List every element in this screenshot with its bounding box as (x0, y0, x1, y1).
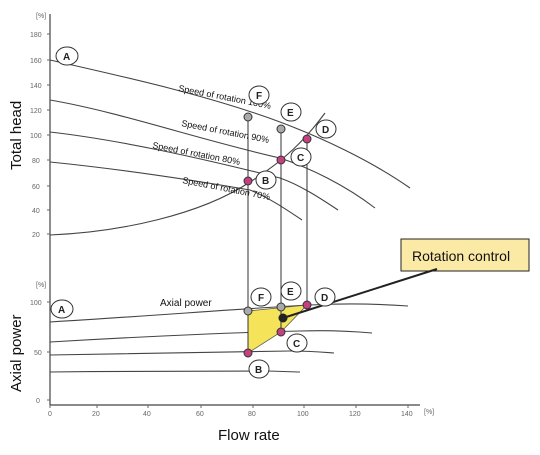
bottom-y-ticks: 0 50 100 (30, 300, 50, 405)
tick-label: 60 (32, 184, 40, 191)
tick-label: 20 (92, 411, 100, 418)
tick-label: 100 (297, 411, 309, 418)
flow-rate-axis-title: Flow rate (218, 427, 280, 444)
tick-label: 120 (349, 411, 361, 418)
label-e-bottom: E (287, 287, 294, 298)
axial-power-label: Axial power (160, 298, 212, 309)
point-e-bottom-marker (276, 302, 286, 312)
point-d-bottom-marker (302, 300, 312, 310)
tick-label: 80 (248, 411, 256, 418)
tick-label: 20 (32, 232, 40, 239)
label-f-top: F (256, 91, 262, 102)
power-curve-100 (49, 303, 409, 323)
label-d-bottom-bubble (314, 287, 336, 307)
label-b-top-bubble (255, 170, 277, 190)
tick-label: 120 (30, 108, 42, 115)
tick-label: 0 (48, 411, 52, 418)
callout-leader (282, 268, 438, 319)
point-f-marker (243, 112, 253, 122)
tick-label: 160 (30, 58, 42, 65)
label-c-bottom-bubble (286, 333, 308, 353)
x-ticks: 0 20 40 60 80 100 120 140 (48, 405, 413, 418)
point-c-marker (276, 155, 286, 165)
point-b-marker (243, 176, 253, 186)
power-curve-80 (49, 350, 335, 356)
tick-label: 0 (36, 398, 40, 405)
tick-label: 180 (30, 32, 42, 39)
label-f-bottom: F (258, 293, 264, 304)
label-b-bottom: B (255, 365, 262, 376)
power-curve-90 (49, 330, 373, 343)
tick-label: 50 (34, 350, 42, 357)
tick-label: 100 (30, 133, 42, 140)
point-d-marker (302, 134, 312, 144)
rotation-control-label: Rotation control (412, 248, 510, 264)
label-f-bottom-bubble (250, 287, 272, 307)
point-e-marker (276, 124, 286, 134)
axial-power-axis-title: Axial power (8, 314, 25, 392)
label-e-top-bubble (280, 102, 302, 122)
label-d-bottom: D (321, 293, 328, 304)
unit-top: [%] (36, 13, 46, 20)
label-b-bottom-bubble (248, 359, 270, 379)
head-curve-70 (49, 161, 303, 221)
tick-label: 80 (32, 158, 40, 165)
tick-label: 140 (30, 83, 42, 90)
tick-label: 60 (196, 411, 204, 418)
head-curve-100 (49, 59, 411, 189)
point-f-bottom-marker (243, 306, 253, 316)
unit-right: [%] (424, 409, 434, 416)
label-c-bottom: C (293, 339, 300, 350)
label-d-top-bubble (315, 119, 337, 139)
label-f-top-bubble (248, 85, 270, 105)
label-a-top-bubble (55, 46, 79, 66)
tick-label: 140 (401, 411, 413, 418)
power-curve-70 (49, 370, 301, 373)
tick-label: 40 (143, 411, 151, 418)
rotation-control-callout (400, 238, 530, 272)
label-c-top: C (297, 153, 304, 164)
tick-label: 100 (30, 300, 42, 307)
point-c-bottom-marker (276, 327, 286, 337)
top-y-ticks: 20 40 60 80 100 120 140 160 180 (30, 32, 50, 239)
total-head-axis-title: Total head (8, 101, 25, 170)
operating-point-marker (278, 313, 288, 323)
label-e-bottom-bubble (280, 281, 302, 301)
speed-label-90: Speed of rotation 90% (181, 118, 270, 145)
label-a-bottom-bubble (50, 299, 74, 319)
label-e-top: E (287, 108, 294, 119)
label-a-top: A (63, 52, 70, 63)
label-b-top: B (262, 176, 269, 187)
unit-bottom: [%] (36, 282, 46, 289)
tick-label: 40 (32, 208, 40, 215)
point-b-bottom-marker (243, 348, 253, 358)
speed-label-80: Speed of rotation 80% (152, 140, 241, 167)
system-curve (49, 112, 326, 236)
label-c-top-bubble (290, 147, 312, 167)
label-a-bottom: A (58, 305, 65, 316)
head-curve-80 (49, 131, 339, 211)
head-curve-90 (49, 99, 376, 209)
label-d-top: D (322, 125, 329, 136)
